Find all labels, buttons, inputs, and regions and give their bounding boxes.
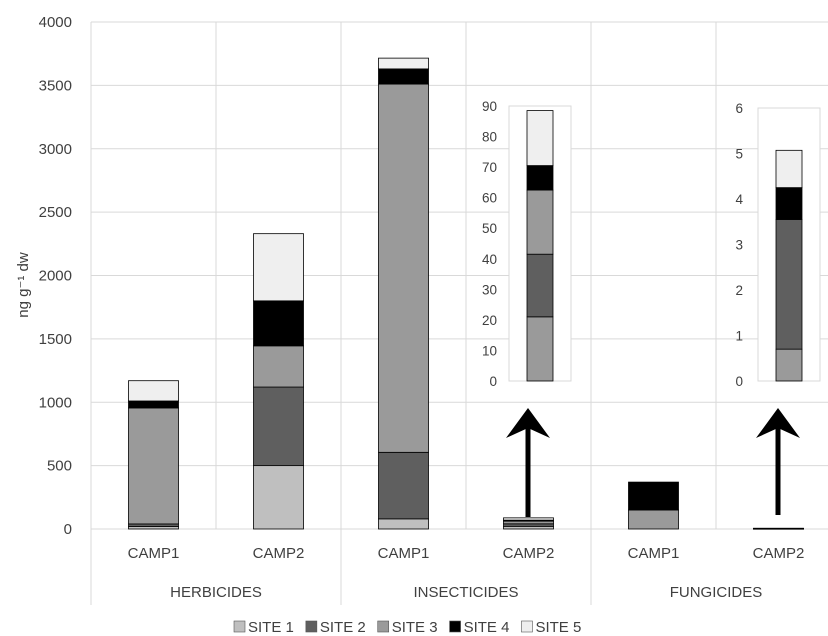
y-tick-label: 2000 xyxy=(39,268,72,285)
y-tick-label: 3500 xyxy=(39,77,72,94)
legend-swatch xyxy=(377,620,390,633)
main-gridlines xyxy=(90,21,828,605)
y-tick-label: 500 xyxy=(47,458,72,475)
bar-segment-site-5 xyxy=(378,57,429,70)
inset-bar-segment-site-5 xyxy=(526,110,554,166)
bar-segment-site-4 xyxy=(628,481,679,511)
legend-label: SITE 3 xyxy=(392,619,438,636)
group-label: INSECTICIDES xyxy=(413,584,518,601)
group-label: FUNGICIDES xyxy=(670,584,763,601)
bar-segment-site-5 xyxy=(753,527,804,530)
inset-y-tick-label: 6 xyxy=(735,101,743,116)
legend-swatch xyxy=(449,620,461,633)
inset-y-tick-label: 80 xyxy=(482,130,497,145)
legend: SITE 1 SITE 2 SITE 3 SITE 4 SITE 5 xyxy=(233,619,581,636)
bar-segment-site-5 xyxy=(503,517,554,521)
bar-segment-site-2 xyxy=(378,451,429,520)
y-tick-label: 0 xyxy=(64,521,72,538)
x-tick-label: CAMP1 xyxy=(128,545,180,562)
inset-bar-segment-site-2 xyxy=(526,253,554,318)
arrows xyxy=(506,408,800,517)
inset-bar-segment-site-3 xyxy=(526,189,554,255)
inset-fungicides: 0 1 2 3 4 5 6 xyxy=(735,101,821,389)
inset-bar-segment-site-4 xyxy=(775,149,803,189)
y-tick-label: 1000 xyxy=(39,394,72,411)
inset-y-tick-label: 4 xyxy=(735,192,743,207)
legend-label: SITE 4 xyxy=(464,619,510,636)
x-tick-label: CAMP2 xyxy=(253,545,305,562)
inset-y-tick-label: 2 xyxy=(735,283,743,298)
inset-bar-segment-site-1 xyxy=(775,348,803,382)
inset-y-tick-label: 0 xyxy=(489,374,497,389)
arrow-head xyxy=(506,408,550,438)
bar-segment-site-5 xyxy=(253,233,304,302)
inset-y-tick-label: 5 xyxy=(735,147,743,162)
y-tick-label: 2500 xyxy=(39,204,72,221)
bar-segment-site-4 xyxy=(128,400,179,409)
x-tick-label: CAMP2 xyxy=(753,545,805,562)
inset-bar-segment-site-1 xyxy=(526,316,554,382)
inset-bar-segment-site-2 xyxy=(775,219,803,350)
inset-y-tick-label: 30 xyxy=(482,282,497,297)
inset-y-tick-label: 90 xyxy=(482,99,497,114)
inset-y-tick-label: 20 xyxy=(482,313,497,328)
y-axis-label: ng g⁻¹ dw xyxy=(15,252,32,318)
bar-segment-site-1 xyxy=(378,518,429,530)
y-tick-label: 3000 xyxy=(39,141,72,158)
x-tick-label: CAMP1 xyxy=(378,545,430,562)
inset-y-tick-label: 0 xyxy=(735,374,743,389)
bar-segment-site-4 xyxy=(378,68,429,85)
legend-label: SITE 1 xyxy=(248,619,294,636)
x-tick-label: CAMP2 xyxy=(503,545,555,562)
inset-y-tick-label: 50 xyxy=(482,221,497,236)
bar-segment-site-3 xyxy=(253,345,304,388)
bar-segment-site-3 xyxy=(628,509,679,530)
inset-y-tick-label: 1 xyxy=(735,329,743,344)
bar-segment-site-3 xyxy=(128,407,179,525)
legend-swatch xyxy=(521,620,533,633)
inset-bar-segment-site-3 xyxy=(775,187,803,220)
legend-swatch xyxy=(305,620,318,633)
bar-segment-site-2 xyxy=(253,386,304,467)
inset-insecticides: 0 10 20 30 40 50 60 70 80 90 xyxy=(482,99,572,389)
inset-y-tick-label: 10 xyxy=(482,343,497,358)
inset-y-tick-label: 40 xyxy=(482,252,497,267)
inset-y-tick-label: 70 xyxy=(482,160,497,175)
main-bars xyxy=(128,57,804,530)
y-tick-label: 4000 xyxy=(39,14,72,31)
legend-label: SITE 2 xyxy=(320,619,366,636)
inset-bar-segment-site-4 xyxy=(526,165,554,191)
legend-label: SITE 5 xyxy=(535,619,581,636)
bar-segment-site-1 xyxy=(253,465,304,530)
bar-segment-site-5 xyxy=(128,380,179,402)
x-tick-label: CAMP1 xyxy=(628,545,680,562)
group-label: HERBICIDES xyxy=(170,584,262,601)
legend-swatch xyxy=(233,620,246,633)
inset-y-tick-label: 60 xyxy=(482,191,497,206)
arrow-head xyxy=(756,408,800,438)
inset-y-tick-label: 3 xyxy=(735,238,743,253)
bar-segment-site-4 xyxy=(253,300,304,347)
y-tick-label: 1500 xyxy=(39,331,72,348)
bar-segment-site-3 xyxy=(378,83,429,453)
